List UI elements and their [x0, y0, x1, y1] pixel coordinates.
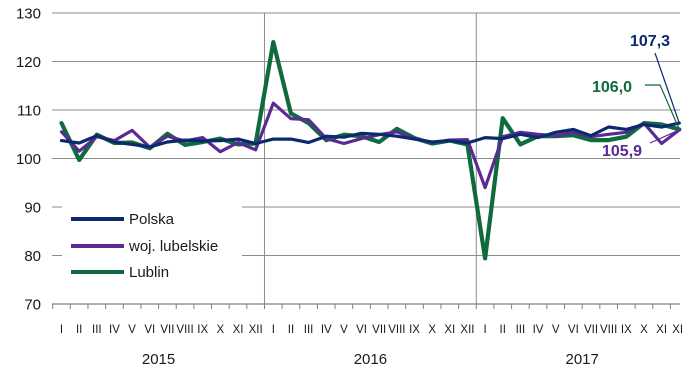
y-tick-label: 80: [24, 248, 41, 265]
x-tick-label: V: [128, 324, 136, 336]
x-tick-label: IV: [109, 324, 120, 336]
x-tick-label: I: [60, 324, 63, 336]
y-tick-label: 130: [16, 6, 41, 23]
x-tick-label: XI: [656, 324, 667, 336]
legend-label: woj. lubelskie: [128, 238, 218, 255]
end-value-label: 107,3: [630, 33, 670, 50]
x-tick-label: IX: [197, 324, 208, 336]
annotation-leader-line: [654, 52, 680, 124]
x-tick-label: IX: [409, 324, 420, 336]
x-tick-label: VII: [372, 324, 386, 336]
x-tick-label: XII: [249, 324, 263, 336]
x-tick-label: VI: [568, 324, 579, 336]
x-tick-label: XII: [672, 324, 684, 336]
y-tick-label: 110: [17, 103, 41, 120]
end-value-annotations: 107,3 106,0 105,9: [592, 33, 680, 160]
y-tick-label: 100: [16, 151, 41, 168]
year-label: 2016: [354, 351, 387, 368]
x-tick-label: IV: [321, 324, 332, 336]
x-tick-label: VII: [160, 324, 174, 336]
series-lines: [59, 39, 682, 261]
legend-label: Lublin: [129, 264, 169, 281]
x-tick-label: VII: [584, 324, 598, 336]
x-tick-label: I: [483, 324, 486, 336]
y-axis-ticks: 70 80 90 100 110 120 130: [16, 6, 41, 314]
x-tick-label: IV: [533, 324, 544, 336]
end-value-label: 106,0: [592, 79, 632, 96]
x-tick-label: V: [552, 324, 560, 336]
x-tick-label: I: [272, 324, 275, 336]
x-tick-label: XII: [460, 324, 474, 336]
legend-label: Polska: [129, 211, 175, 228]
x-tick-label: II: [500, 324, 506, 336]
x-tick-label: III: [304, 324, 314, 336]
legend: Polska woj. lubelskie Lublin: [62, 204, 242, 284]
x-tick-label: XI: [233, 324, 244, 336]
x-tick-label: VIII: [388, 324, 405, 336]
x-tick-label: II: [76, 324, 82, 336]
x-axis-ticks: I II III IV V VI VII VIII IX X XI XII I II III IV V VI VII…: [52, 304, 684, 336]
y-tick-label: 90: [24, 200, 41, 217]
x-tick-label: II: [288, 324, 294, 336]
annotation-leader-line: [645, 84, 680, 130]
x-tick-label: X: [217, 324, 225, 336]
year-label: 2017: [565, 351, 598, 368]
x-tick-label: VI: [144, 324, 155, 336]
end-value-label: 105,9: [602, 143, 642, 160]
year-labels: 2015 2016 2017: [142, 351, 599, 368]
x-tick-label: X: [640, 324, 648, 336]
year-label: 2015: [142, 351, 175, 368]
x-tick-label: V: [340, 324, 348, 336]
x-tick-label: III: [516, 324, 526, 336]
year-separators: [263, 13, 477, 304]
series-line-woj-lubelskie: [59, 101, 681, 190]
x-tick-label: VI: [356, 324, 367, 336]
y-tick-label: 120: [16, 54, 41, 71]
x-tick-label: X: [428, 324, 436, 336]
series-line-polska: [59, 121, 681, 149]
y-tick-label: 70: [24, 297, 41, 314]
x-tick-label: VIII: [176, 324, 193, 336]
x-tick-label: VIII: [600, 324, 617, 336]
x-tick-label: IX: [621, 324, 632, 336]
annotation-leader-line: [649, 129, 680, 144]
x-tick-label: III: [92, 324, 102, 336]
x-tick-label: XI: [444, 324, 455, 336]
